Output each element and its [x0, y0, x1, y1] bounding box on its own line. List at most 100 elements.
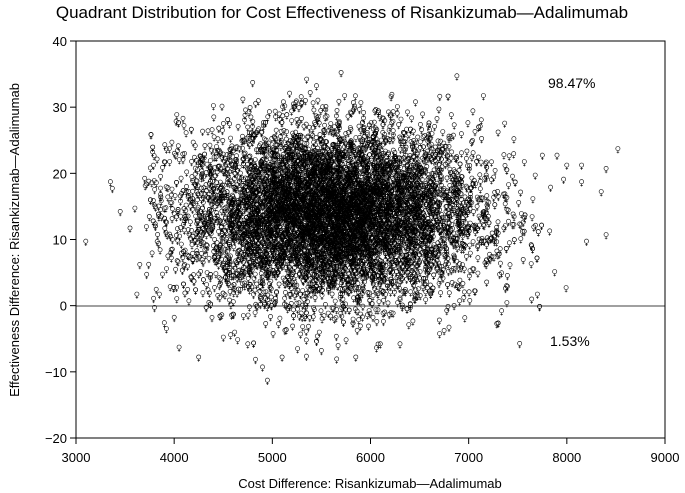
- data-point: [274, 128, 278, 135]
- data-point: [260, 365, 264, 372]
- data-point: [508, 263, 512, 270]
- data-point: [366, 324, 370, 331]
- data-point: [297, 105, 301, 112]
- data-point: [108, 180, 112, 187]
- data-point: [150, 251, 154, 258]
- data-point: [336, 343, 340, 350]
- data-point: [447, 291, 451, 298]
- data-point: [382, 298, 386, 305]
- data-point: [604, 166, 608, 173]
- data-point: [411, 319, 415, 326]
- data-point: [177, 345, 181, 352]
- data-point: [427, 128, 431, 135]
- data-point: [468, 251, 472, 258]
- data-point: [206, 129, 210, 136]
- data-point: [562, 177, 566, 184]
- data-point: [191, 189, 195, 196]
- data-point: [128, 226, 132, 233]
- data-point: [203, 143, 207, 150]
- data-point: [339, 70, 343, 77]
- data-point: [417, 276, 421, 283]
- data-point: [357, 318, 361, 325]
- data-point: [413, 100, 417, 107]
- data-point: [467, 290, 471, 297]
- data-point: [181, 116, 185, 123]
- data-point: [251, 80, 255, 87]
- data-point: [144, 225, 148, 232]
- data-point: [409, 290, 413, 297]
- data-point: [241, 97, 245, 104]
- data-point: [183, 291, 187, 298]
- data-point: [411, 129, 415, 136]
- data-point: [153, 187, 157, 194]
- data-point: [157, 292, 161, 299]
- data-point: [236, 124, 240, 131]
- data-point: [355, 328, 359, 335]
- data-point: [290, 119, 294, 126]
- data-point: [212, 285, 216, 292]
- data-point: [118, 209, 122, 216]
- data-point: [188, 220, 192, 227]
- data-point: [441, 276, 445, 283]
- data-point: [330, 292, 334, 299]
- data-point: [305, 77, 309, 84]
- data-point: [246, 342, 250, 349]
- data-point: [439, 291, 443, 298]
- data-point: [211, 104, 215, 111]
- data-point: [476, 271, 480, 278]
- data-point: [519, 237, 523, 244]
- data-point: [212, 135, 216, 142]
- data-point: [291, 324, 295, 331]
- data-point: [197, 355, 201, 362]
- data-point: [285, 130, 289, 137]
- data-point: [480, 136, 484, 143]
- data-point: [236, 338, 240, 345]
- data-point: [548, 229, 552, 236]
- data-point: [145, 272, 149, 279]
- data-point: [315, 334, 319, 341]
- data-point: [212, 115, 216, 122]
- data-point: [314, 84, 318, 91]
- data-point: [616, 147, 620, 154]
- data-point: [147, 262, 151, 269]
- data-point: [458, 299, 462, 306]
- data-point: [584, 239, 588, 246]
- data-point: [580, 163, 584, 170]
- data-point: [229, 333, 233, 340]
- data-point: [187, 299, 191, 306]
- data-point: [299, 116, 303, 123]
- data-point: [452, 123, 456, 130]
- data-point: [184, 131, 188, 138]
- chart-title: Quadrant Distribution for Cost Effective…: [56, 3, 628, 22]
- data-point: [599, 190, 603, 197]
- data-point: [481, 94, 485, 101]
- data-point: [319, 348, 323, 355]
- data-point: [147, 214, 151, 221]
- data-point: [437, 281, 441, 288]
- data-point: [138, 262, 142, 269]
- data-point: [133, 206, 137, 213]
- data-point: [462, 295, 466, 302]
- data-point: [392, 290, 396, 297]
- data-point: [604, 233, 608, 240]
- data-point: [306, 324, 310, 331]
- data-point: [465, 149, 469, 156]
- data-point: [110, 186, 114, 193]
- data-point: [279, 129, 283, 136]
- data-point: [522, 160, 526, 167]
- data-points: [84, 70, 620, 385]
- data-point: [190, 159, 194, 166]
- data-point: [442, 328, 446, 335]
- data-point: [455, 74, 459, 81]
- data-point: [313, 295, 317, 302]
- data-point: [335, 307, 339, 314]
- data-point: [221, 121, 225, 128]
- data-point: [84, 239, 88, 246]
- data-point: [507, 183, 511, 190]
- data-point: [493, 168, 497, 175]
- data-point: [530, 297, 534, 304]
- data-point: [253, 272, 257, 279]
- data-point: [220, 104, 224, 111]
- data-point: [246, 313, 250, 320]
